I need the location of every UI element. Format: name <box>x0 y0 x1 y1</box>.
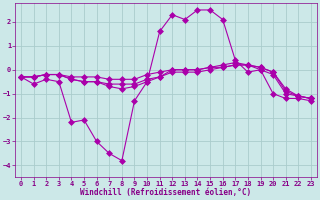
X-axis label: Windchill (Refroidissement éolien,°C): Windchill (Refroidissement éolien,°C) <box>80 188 252 197</box>
